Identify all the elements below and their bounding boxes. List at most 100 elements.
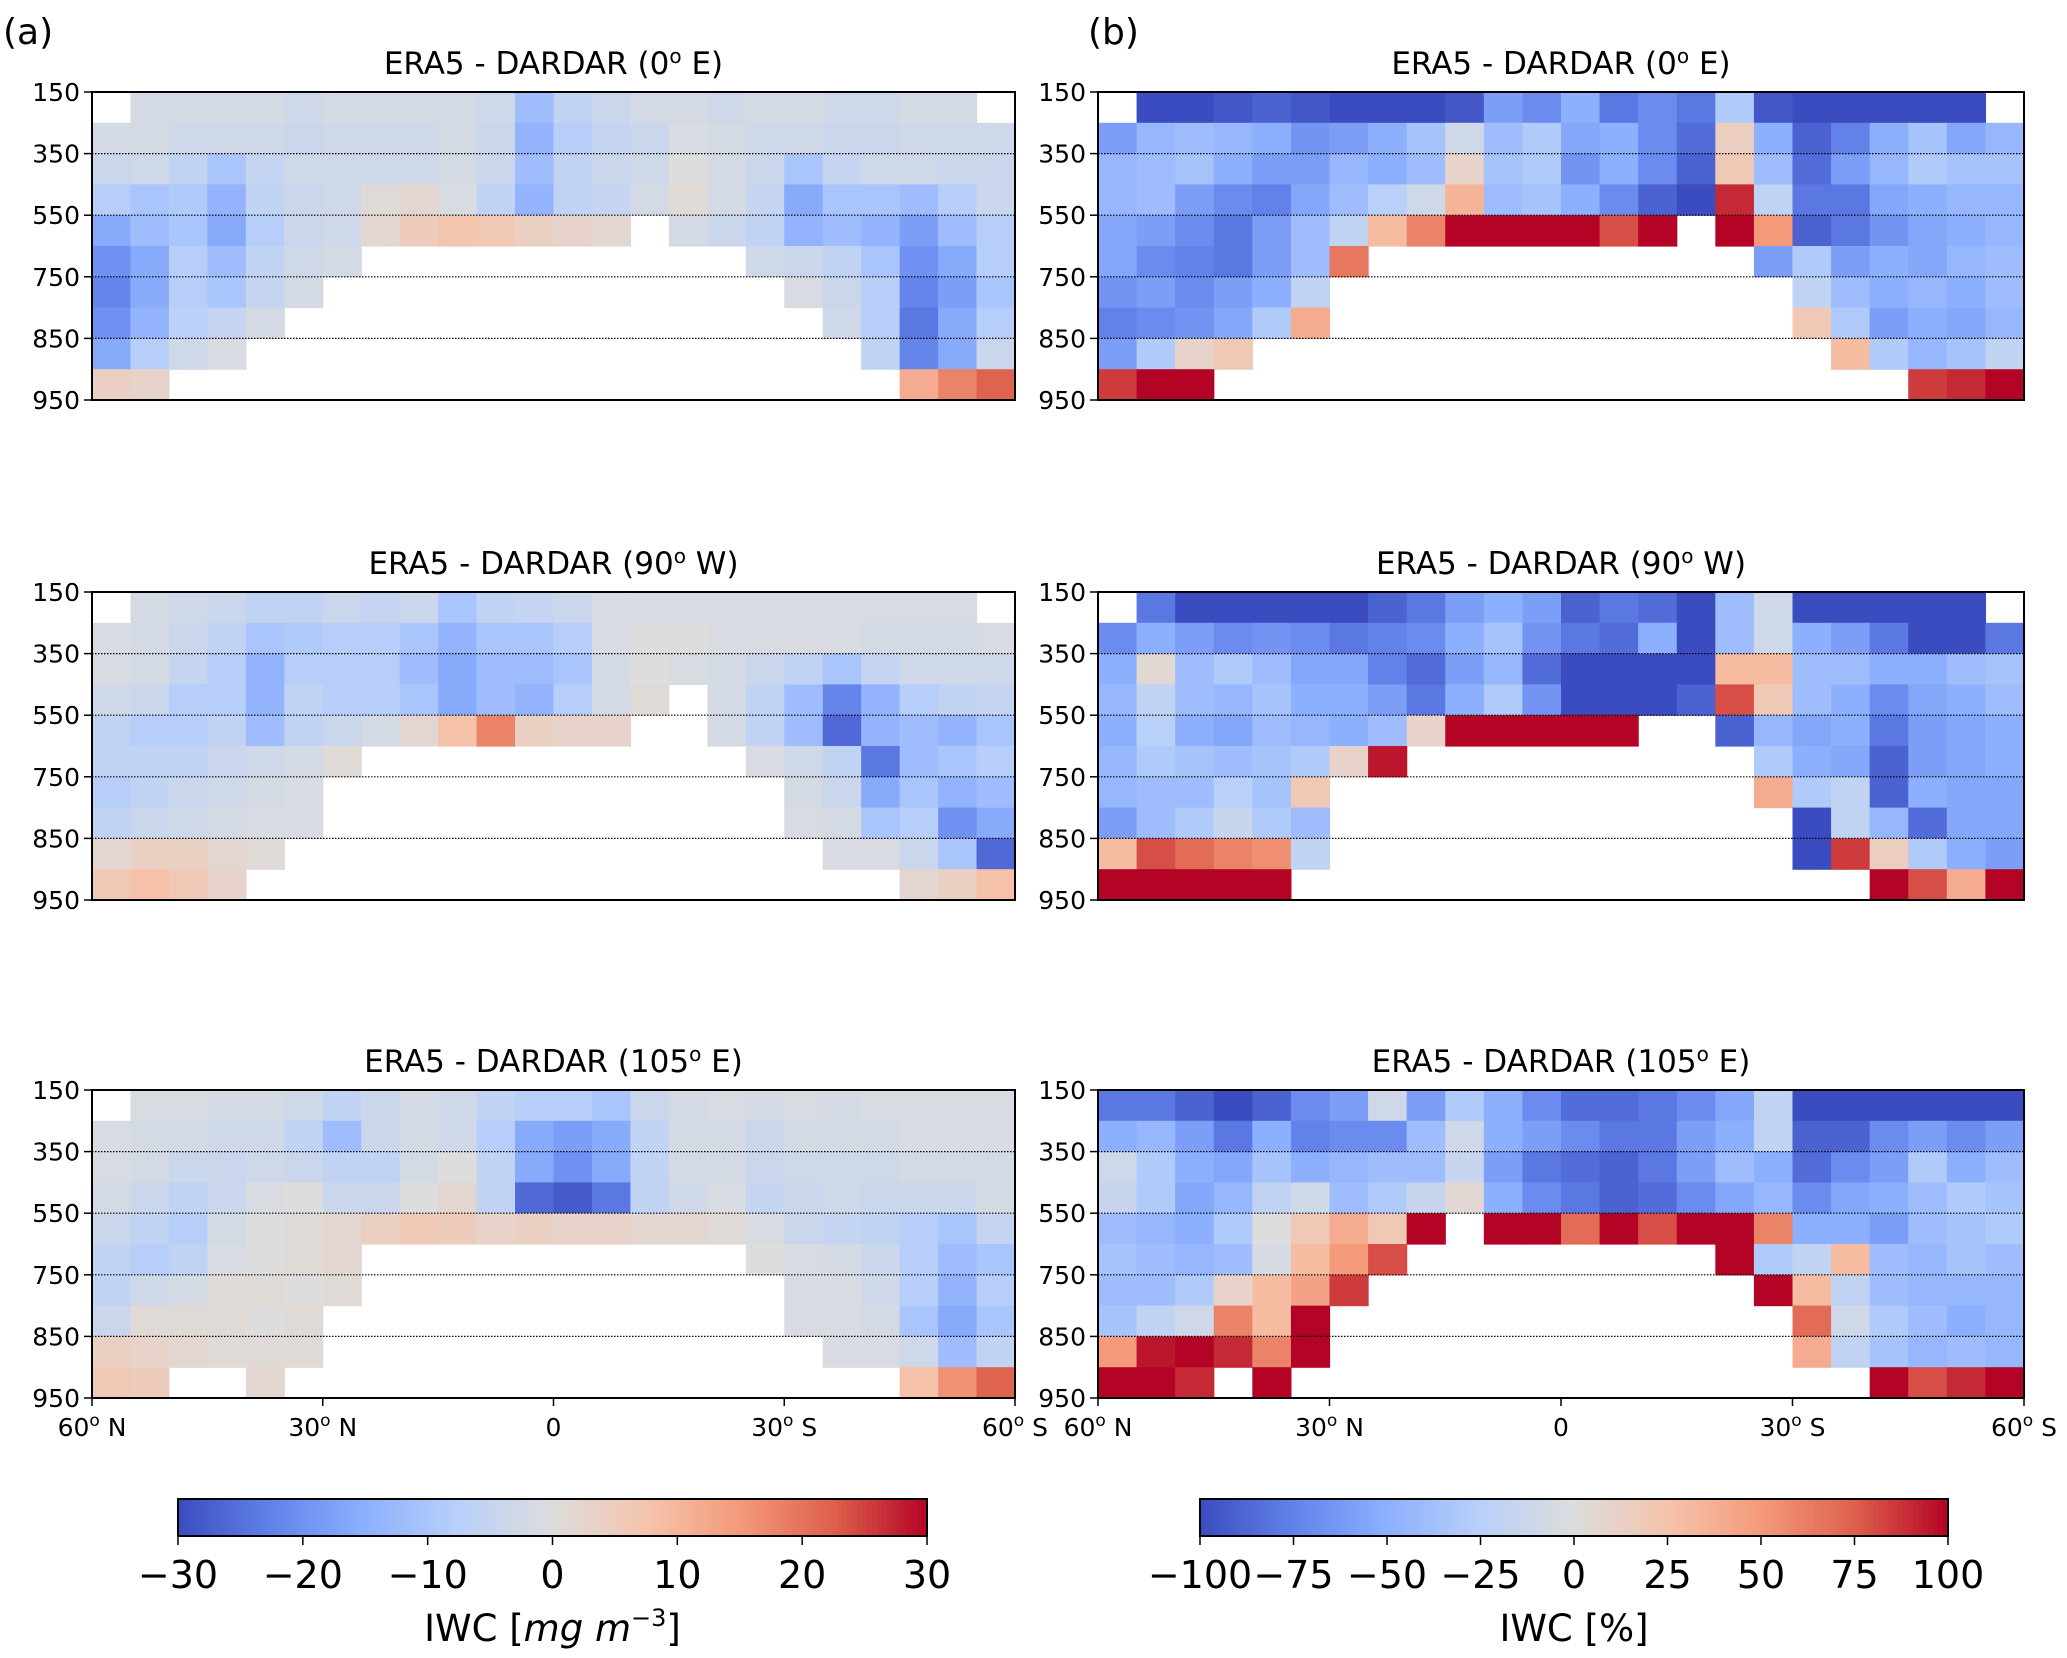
y-tick-label: 850 — [1038, 824, 1086, 853]
heatmap-cell — [245, 715, 285, 747]
heatmap-cell — [784, 1244, 824, 1276]
colorbar-strip — [1539, 1499, 1545, 1536]
heatmap-cell — [1213, 1213, 1253, 1245]
colorbar-strip — [792, 1499, 798, 1536]
heatmap-cell — [515, 592, 555, 624]
heatmap-cell — [745, 1244, 785, 1276]
colorbar-strip — [1464, 1499, 1470, 1536]
heatmap-cell — [1869, 776, 1909, 809]
heatmap-cell — [438, 684, 478, 716]
heatmap-cell — [1869, 746, 1909, 778]
colorbar-strip — [827, 1499, 833, 1536]
heatmap-cell — [361, 153, 401, 185]
colorbar-strip — [712, 1499, 718, 1536]
colorbar-strip — [1868, 1499, 1874, 1536]
heatmap-cell — [1213, 807, 1253, 839]
heatmap-cell — [1290, 276, 1331, 309]
heatmap-cell — [668, 184, 708, 216]
heatmap-cell — [1831, 1151, 1871, 1183]
heatmap-cell — [1213, 869, 1253, 901]
heatmap-cell — [1175, 92, 1215, 124]
heatmap-cell — [1831, 338, 1871, 370]
heatmap-cell — [245, 122, 285, 155]
heatmap-cell — [1290, 1274, 1331, 1307]
heatmap-cell — [745, 684, 785, 716]
heatmap-cell — [1908, 1182, 1948, 1214]
heatmap-cell — [1098, 1120, 1138, 1153]
heatmap-cell — [1136, 1151, 1176, 1183]
heatmap-cell — [245, 776, 285, 809]
heatmap-cell — [92, 746, 132, 778]
colorbar-strip — [1364, 1499, 1371, 1536]
heatmap-cell — [92, 276, 132, 309]
heatmap-cell — [1946, 184, 1987, 216]
heatmap-cell — [591, 92, 632, 124]
heatmap-cell — [861, 1305, 901, 1337]
colorbar-strip — [1688, 1499, 1695, 1536]
heatmap-cell — [976, 1213, 1016, 1245]
heatmap-cell — [976, 1120, 1016, 1153]
colorbar-strip — [277, 1499, 284, 1536]
heatmap-cell — [1175, 746, 1215, 778]
heatmap-cell — [1329, 746, 1369, 778]
colorbar-strip — [497, 1499, 504, 1536]
heatmap-cell — [361, 684, 401, 716]
heatmap-cell — [1290, 807, 1331, 839]
heatmap-cell — [899, 122, 939, 155]
colorbar-strip — [647, 1499, 653, 1536]
colorbar-strip — [1933, 1499, 1939, 1536]
heatmap-cell — [822, 122, 862, 155]
heatmap-cell — [899, 184, 939, 216]
heatmap-cell — [1175, 153, 1215, 185]
heatmap-cell — [976, 276, 1016, 309]
heatmap-cell — [1638, 1213, 1678, 1245]
heatmap-cell — [1368, 1090, 1408, 1122]
heatmap-cell — [284, 184, 324, 216]
heatmap-cell — [322, 715, 362, 747]
heatmap-cell — [1715, 1120, 1755, 1153]
y-tick-label: 750 — [1038, 263, 1086, 292]
y-tick-label: 150 — [32, 578, 80, 607]
colorbar-strip — [1434, 1499, 1440, 1536]
colorbar-strip — [1474, 1499, 1480, 1536]
heatmap-cell — [284, 715, 324, 747]
heatmap-cell — [784, 1090, 824, 1122]
heatmap-cell — [168, 746, 208, 778]
heatmap-cell — [630, 153, 670, 185]
colorbar-tick-label: −50 — [1347, 1553, 1427, 1597]
heatmap-cell — [1136, 1336, 1176, 1368]
heatmap-cell — [168, 276, 208, 309]
heatmap-cell — [92, 776, 132, 809]
y-tick-label: 850 — [32, 1322, 80, 1351]
heatmap-cell — [822, 807, 862, 839]
heatmap-cell — [322, 184, 362, 216]
heatmap-cell — [1985, 1213, 2025, 1245]
heatmap-cell — [1985, 369, 2025, 401]
colorbar-strip — [1843, 1499, 1849, 1536]
colorbar-strip — [242, 1499, 249, 1536]
heatmap-cell — [168, 653, 208, 685]
heatmap-cell — [399, 1090, 439, 1122]
heatmap-cell — [1329, 1151, 1369, 1183]
heatmap-cell — [1368, 1244, 1408, 1276]
colorbar-strip — [402, 1499, 409, 1536]
colorbar-strip — [687, 1499, 693, 1536]
heatmap-cell — [1792, 276, 1832, 309]
colorbar-strip — [1234, 1499, 1241, 1536]
colorbar-strip — [532, 1499, 539, 1536]
heatmap-cell — [784, 276, 824, 309]
colorbar-strip — [1544, 1499, 1550, 1536]
heatmap-cell — [284, 1120, 324, 1153]
colorbar-strip — [1738, 1499, 1745, 1536]
heatmap-cell — [1638, 592, 1678, 624]
heatmap-cell — [1136, 622, 1176, 655]
colorbar-strip — [552, 1499, 559, 1536]
heatmap-cell — [284, 1336, 324, 1368]
heatmap-cell — [1098, 746, 1138, 778]
heatmap-cell — [1406, 592, 1446, 624]
heatmap-cell — [1753, 715, 1794, 747]
heatmap-cell — [92, 869, 132, 901]
colorbar-strip — [1414, 1499, 1421, 1536]
heatmap-cell — [1599, 684, 1639, 716]
heatmap-cell — [1483, 653, 1524, 685]
